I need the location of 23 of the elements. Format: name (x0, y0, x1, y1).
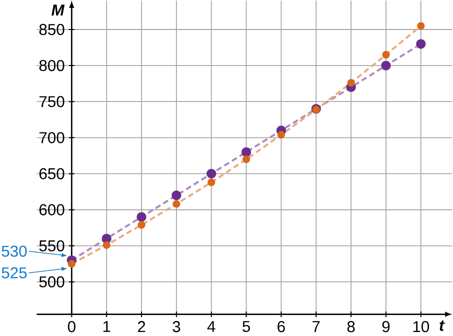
y-tick-label: 850 (39, 24, 64, 36)
x-tick-label: 0 (68, 321, 76, 332)
x-tick-label: 7 (312, 321, 320, 332)
annotation: 525 (2, 267, 27, 278)
x-tick-label: 2 (138, 321, 146, 332)
x-tick-label: 4 (207, 321, 216, 332)
annotation: 530 (2, 246, 27, 257)
x-tick-label: 8 (347, 321, 355, 332)
y-tick-label: 550 (39, 240, 64, 252)
y-tick-label: 800 (39, 60, 64, 72)
x-tick-label: 1 (103, 321, 110, 332)
y-tick-label: 750 (39, 96, 64, 108)
y-tick-label: 600 (39, 204, 64, 216)
y-tick-label: 650 (39, 168, 64, 180)
x-axis-title: t (440, 320, 445, 331)
x-tick-label: 6 (278, 321, 285, 332)
x-tick-label: 9 (382, 321, 390, 332)
y-axis-title: M (52, 4, 65, 16)
x-tick-label: 3 (172, 321, 180, 332)
x-tick-label: 5 (242, 321, 250, 332)
x-tick-label: 10 (413, 321, 430, 332)
y-tick-label: 500 (39, 276, 64, 288)
y-tick-label: 700 (39, 132, 64, 144)
